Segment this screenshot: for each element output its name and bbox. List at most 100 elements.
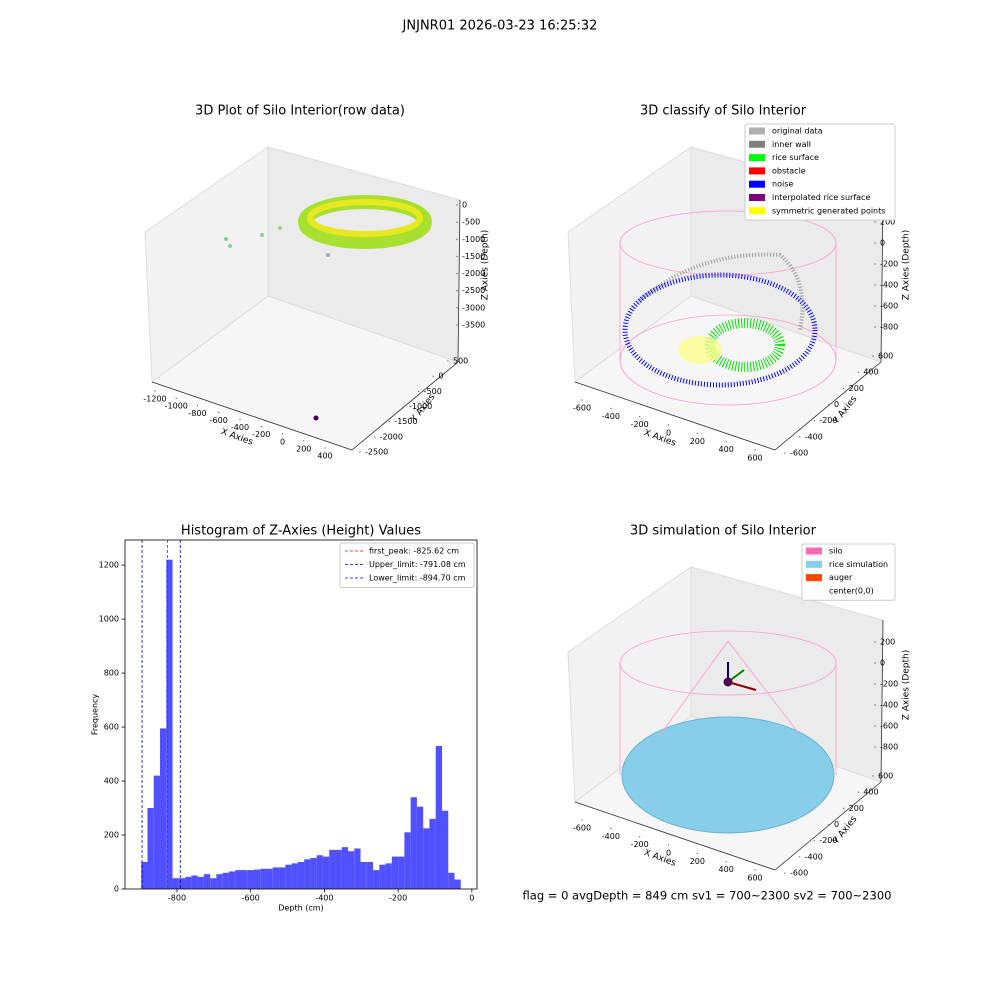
bar xyxy=(404,832,411,889)
x-tick xyxy=(281,433,284,435)
y-tick-label: 600 xyxy=(878,772,893,781)
legend-box xyxy=(801,543,896,601)
z-tick xyxy=(874,305,876,307)
bar xyxy=(373,870,380,889)
x-tick-label: -200 xyxy=(252,430,270,439)
bar xyxy=(153,775,161,889)
bar xyxy=(310,857,317,889)
z-tick-label: -200 xyxy=(880,260,898,269)
y-tick-label: -1500 xyxy=(394,417,417,426)
bar xyxy=(304,859,311,889)
bar xyxy=(247,870,255,889)
z-tick xyxy=(874,704,876,706)
axis-label: Z Axies (Depth) xyxy=(902,230,912,301)
bar xyxy=(235,870,242,889)
z-tick xyxy=(874,221,876,223)
legend-label: first_peak: -825.62 cm xyxy=(369,547,459,556)
x-tick-label: -400 xyxy=(602,412,620,421)
bar xyxy=(260,868,267,889)
bar xyxy=(448,872,455,889)
y-tick-label: -2500 xyxy=(365,448,388,457)
bar xyxy=(166,559,173,889)
axis-label: Z Axies (Depth) xyxy=(481,230,491,301)
legend-label: noise xyxy=(772,180,793,189)
z-tick-label: -800 xyxy=(880,323,898,332)
y-tick-label: 1000 xyxy=(99,615,119,624)
y-tick-label: 1200 xyxy=(99,561,119,570)
bar xyxy=(216,874,223,889)
z-tick xyxy=(874,326,876,328)
legend-label: Upper_limit: -791.08 cm xyxy=(369,560,466,569)
x-tick xyxy=(218,411,220,413)
plot-title: 3D classify of Silo Interior xyxy=(640,104,807,119)
axis-line xyxy=(774,361,882,451)
y-tick-label: 200 xyxy=(849,804,864,813)
x-tick-label: 600 xyxy=(747,454,762,463)
z-tick xyxy=(874,746,876,748)
legend-swatch xyxy=(749,140,765,148)
x-tick-label: 400 xyxy=(719,445,734,454)
z-tick-label: -2500 xyxy=(462,286,485,295)
bar xyxy=(285,864,292,889)
bar xyxy=(322,856,330,889)
y-tick-label: 0 xyxy=(834,820,839,829)
x-tick-label: 0 xyxy=(666,849,671,858)
y-tick-label: 500 xyxy=(453,357,468,366)
x-tick-label: 400 xyxy=(719,865,734,874)
x-tick-label: -400 xyxy=(602,832,620,841)
legend-label: inner wall xyxy=(772,140,811,149)
bar xyxy=(398,856,405,889)
y-tick-label: -400 xyxy=(805,432,823,441)
y-tick-label: -2000 xyxy=(380,432,403,441)
y-tick xyxy=(872,775,874,777)
bar xyxy=(222,872,229,889)
legend-label: symmetric generated points xyxy=(772,206,885,215)
bar xyxy=(366,862,374,889)
x-tick-label: -800 xyxy=(188,409,206,418)
x-tick xyxy=(154,390,156,392)
bar xyxy=(160,728,167,889)
bar xyxy=(141,862,148,889)
x-tick xyxy=(324,447,326,449)
y-tick xyxy=(418,390,420,392)
z-tick-label: -600 xyxy=(880,722,898,731)
x-tick-label: 400 xyxy=(317,452,332,461)
y-tick xyxy=(857,371,859,373)
y-tick-label: 600 xyxy=(878,352,893,361)
bar xyxy=(429,818,436,889)
y-tick-label: 400 xyxy=(863,368,878,377)
sym-cloud xyxy=(678,336,722,364)
y-tick-label: 400 xyxy=(863,788,878,797)
x-tick xyxy=(175,397,177,399)
y-tick xyxy=(388,421,390,423)
legend-label: silo xyxy=(829,547,843,556)
axis-line xyxy=(151,381,353,451)
y-tick xyxy=(403,405,405,408)
x-tick-label: -1200 xyxy=(143,395,166,404)
bar xyxy=(423,828,430,889)
bar xyxy=(335,849,342,889)
x-tick xyxy=(696,432,698,434)
bar xyxy=(385,863,392,889)
y-tick xyxy=(784,452,786,454)
bar xyxy=(354,848,361,889)
y-tick-label: 0 xyxy=(114,885,119,894)
legend-label: original data xyxy=(772,127,823,136)
decor xyxy=(224,195,837,834)
auger-arrow xyxy=(727,681,757,691)
footer: flag = 0 avgDepth = 849 cm sv1 = 700~230… xyxy=(523,889,892,903)
bar xyxy=(329,849,336,889)
silo-wire xyxy=(659,640,729,736)
y-tick xyxy=(359,451,361,453)
suptitle: JNJNR01 2026-03-23 16:25:32 xyxy=(402,19,598,34)
axes-frame xyxy=(124,539,478,890)
z-tick xyxy=(456,221,458,223)
z-tick xyxy=(874,683,876,685)
legend-label: auger xyxy=(829,573,853,582)
z-tick-label: -1000 xyxy=(462,235,485,244)
legend-swatch xyxy=(806,547,822,555)
x-tick-label: -400 xyxy=(315,894,333,903)
bar xyxy=(316,855,323,889)
bar xyxy=(272,867,280,889)
